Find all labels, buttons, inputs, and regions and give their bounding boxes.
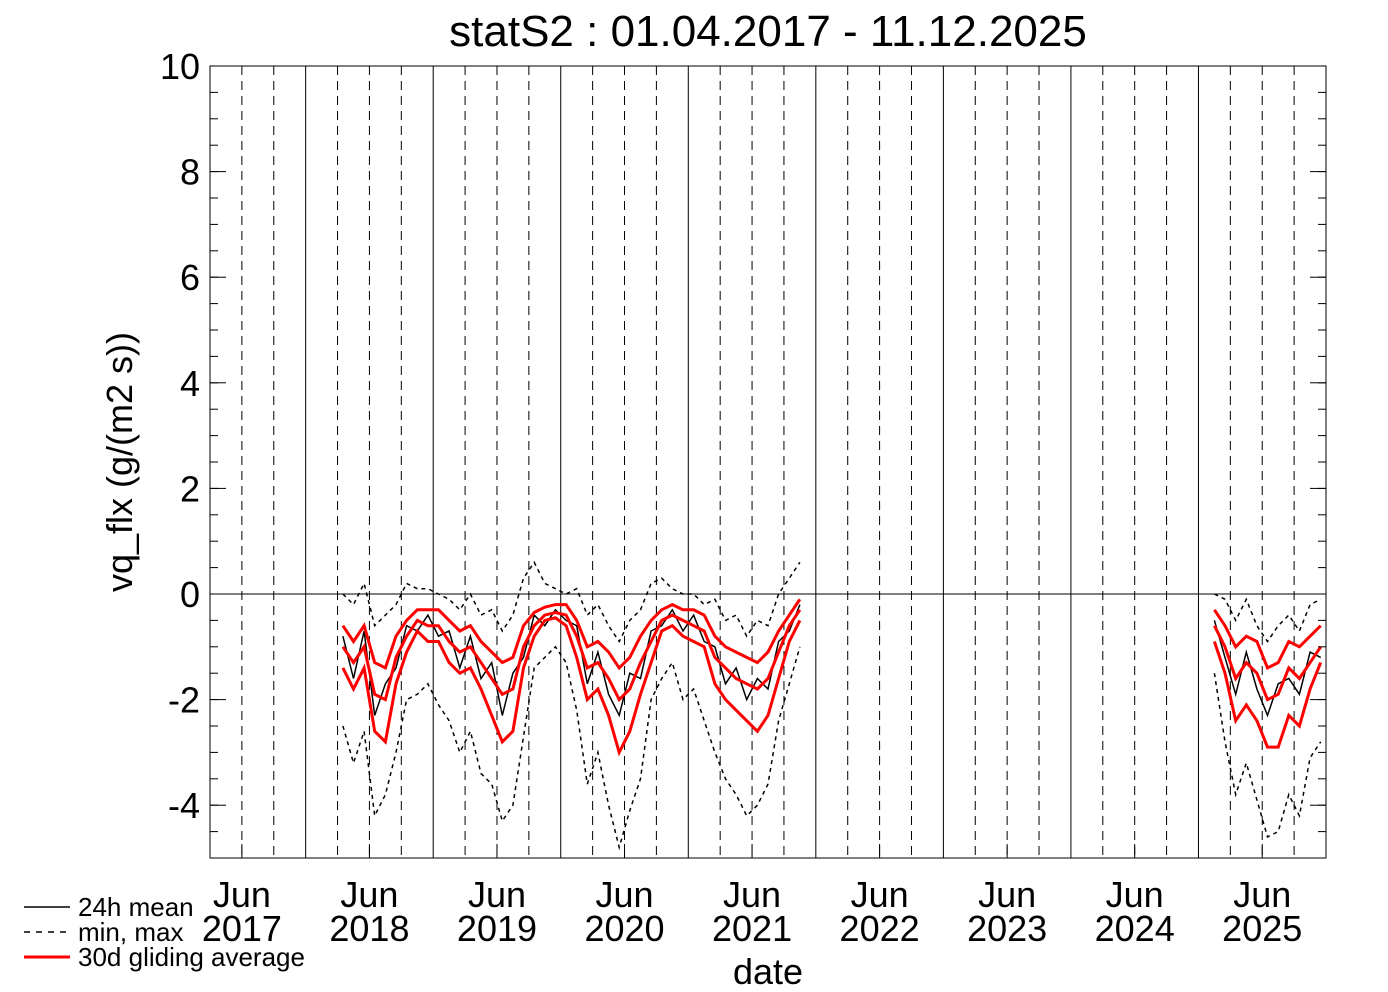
x-tick-label: Jun 2018 [329, 874, 410, 949]
y-tick-label: -2 [168, 680, 200, 721]
x-axis-label: date [733, 951, 803, 992]
legend-label: 30d gliding average [78, 942, 305, 972]
axes: -4 -2 0 2 4 6 8 10 [160, 46, 1326, 859]
chart-title: statS2 : 01.04.2017 - 11.12.2025 [449, 7, 1087, 56]
x-tick-label: Jun 2017 [201, 874, 282, 949]
series-line [342, 560, 1322, 643]
y-tick-label: 6 [180, 257, 200, 298]
series-line [341, 616, 1323, 757]
x-tick-label: Jun 2025 [1222, 874, 1303, 949]
x-tick-label: Jun 2019 [456, 874, 538, 949]
x-tick-label: Jun 2022 [839, 874, 920, 949]
y-axis-label: vq_flx (g/(m2 s)) [99, 332, 140, 592]
series-line [342, 645, 1322, 851]
grid [210, 66, 1326, 858]
y-tick-label: 2 [180, 468, 200, 509]
series-line [341, 608, 1322, 703]
legend-label: 24h mean [78, 892, 194, 922]
y-tick-label: 4 [180, 363, 200, 404]
x-tick-label: Jun 2024 [1094, 874, 1175, 949]
series-line [341, 598, 1322, 671]
y-tick-label: 10 [160, 46, 200, 87]
x-tick-label: Jun 2023 [967, 874, 1048, 949]
x-tick-label: Jun 2020 [584, 874, 665, 949]
legend-label: min, max [78, 917, 183, 947]
x-tick-label: Jun 2021 [712, 874, 793, 949]
plot-frame [209, 65, 1327, 859]
plot-area [341, 560, 1323, 851]
y-tick-label: -4 [168, 785, 200, 826]
y-tick-label: 8 [180, 152, 200, 193]
y-tick-label: 0 [180, 574, 200, 615]
series-line [342, 604, 1322, 718]
